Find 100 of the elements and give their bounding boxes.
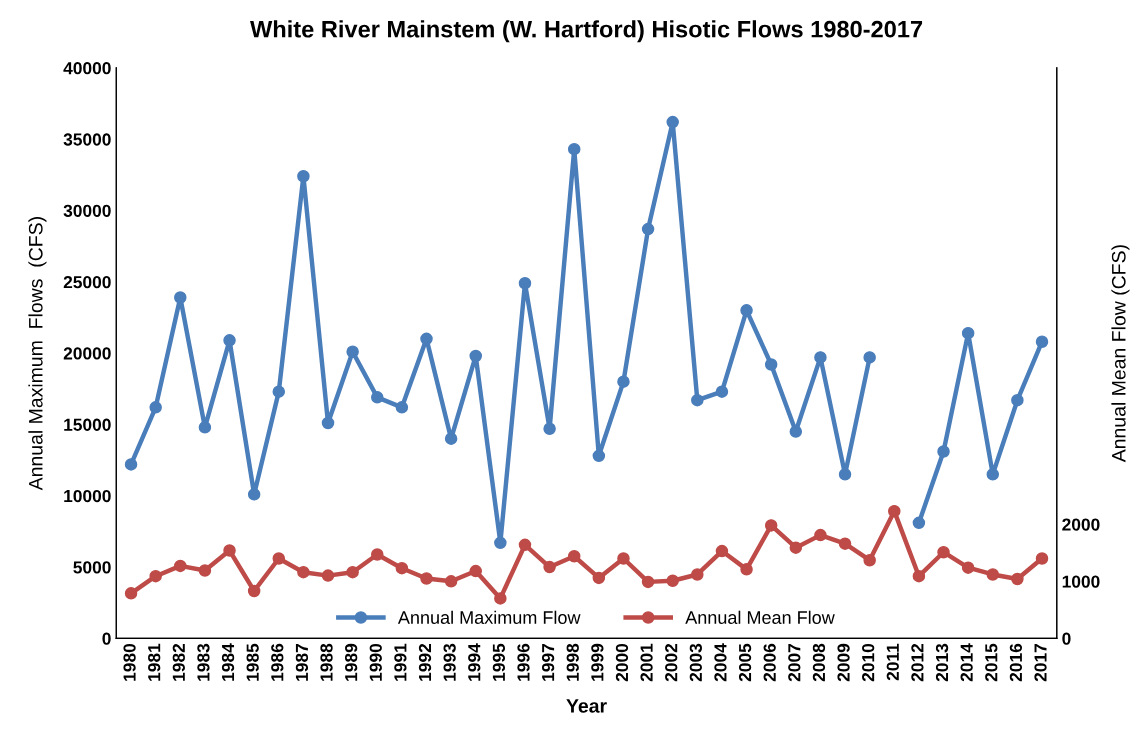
point <box>494 592 507 605</box>
x-tick-label: 2015 <box>985 643 998 682</box>
x-tick-label: 1993 <box>443 643 456 681</box>
point <box>617 375 630 388</box>
x-tick-label: 2013 <box>935 643 949 682</box>
point <box>346 345 359 358</box>
point <box>272 385 286 398</box>
point <box>223 544 236 557</box>
x-tick-label: 2003 <box>689 643 703 682</box>
point <box>937 445 950 458</box>
x-tick-label: 1996 <box>517 643 530 681</box>
x-tick-label: 1999 <box>591 643 604 681</box>
point <box>838 468 852 481</box>
y-tick-label: 20000 <box>63 347 111 360</box>
point <box>174 559 187 573</box>
point <box>641 222 655 236</box>
point <box>912 569 926 583</box>
x-tick-label: 2001 <box>640 643 653 682</box>
point <box>567 549 581 563</box>
x-tick-label: 2007 <box>788 643 801 682</box>
point <box>1035 335 1049 348</box>
point <box>321 416 335 430</box>
x-tick-label: 2012 <box>911 643 924 682</box>
point <box>297 170 310 183</box>
x-tick-label: 1985 <box>246 643 259 681</box>
point <box>789 425 803 438</box>
point <box>518 538 532 552</box>
x-tick-label: 1986 <box>271 643 284 681</box>
point <box>863 553 876 567</box>
x-tick-label: 1982 <box>172 643 185 681</box>
point <box>567 142 581 156</box>
point <box>888 504 901 518</box>
point <box>592 449 606 463</box>
point <box>666 115 679 129</box>
point <box>371 391 384 404</box>
point <box>764 519 778 532</box>
x-tick-label: 1981 <box>148 643 161 681</box>
y2-tick-label: 2000 <box>1062 518 1100 531</box>
x-tick-label: 1989 <box>345 643 358 681</box>
x-tick-label: 1987 <box>295 643 309 681</box>
legend-label: Annual Maximum Flow <box>397 610 581 624</box>
point <box>469 564 482 578</box>
point <box>691 568 704 581</box>
x-tick-label: 2014 <box>960 643 973 682</box>
x-tick-label: 2004 <box>714 643 727 682</box>
y-tick-label: 35000 <box>63 133 111 146</box>
point <box>124 587 138 600</box>
x-tick-label: 2005 <box>738 643 752 682</box>
x-tick-label: 2008 <box>812 643 826 682</box>
point <box>1011 572 1024 586</box>
point <box>543 560 556 574</box>
point <box>247 584 261 598</box>
x-tick-label: 1992 <box>418 643 432 681</box>
point <box>986 468 1000 481</box>
x-tick-label: 2006 <box>763 643 776 682</box>
x-tick-label: 2010 <box>862 643 875 682</box>
point <box>395 561 409 575</box>
point <box>863 351 876 364</box>
point <box>149 569 162 583</box>
y-tick-label: 10000 <box>64 489 111 503</box>
x-tick-label: 1980 <box>123 643 136 681</box>
x-tick-label: 2000 <box>615 643 629 682</box>
x-tick-label: 2017 <box>1034 643 1047 682</box>
point <box>198 421 212 434</box>
point <box>1011 393 1024 407</box>
point <box>149 401 162 414</box>
point <box>641 575 655 589</box>
point <box>223 334 236 347</box>
x-tick-label: 2002 <box>665 643 678 682</box>
y-tick-label: 30000 <box>63 204 111 217</box>
point <box>986 568 1000 581</box>
y-tick-label: 40000 <box>63 62 111 75</box>
legend-label: Annual Mean Flow <box>685 610 835 624</box>
point <box>321 569 335 582</box>
point <box>297 565 310 579</box>
point <box>543 422 556 435</box>
x-tick-label: 1988 <box>320 643 333 681</box>
y-tick-label: 15000 <box>64 418 111 431</box>
y2-axis-title: Annual Mean Flow (CFS) <box>1111 245 1130 463</box>
point <box>912 516 926 530</box>
point <box>961 561 975 574</box>
x-tick-label: 1984 <box>221 643 235 681</box>
point <box>838 537 852 550</box>
point <box>124 458 138 471</box>
y-axis-title: Annual Maximum Flows (CFS) <box>28 217 47 491</box>
y-tick-label: 5000 <box>73 561 111 574</box>
point <box>666 574 679 588</box>
point <box>961 326 975 340</box>
point <box>740 304 753 317</box>
point <box>814 528 827 542</box>
x-tick-label: 1998 <box>566 643 579 681</box>
x-tick-label: 1997 <box>541 643 555 681</box>
y-tick-label: 0 <box>102 632 111 645</box>
point <box>346 565 359 579</box>
point <box>814 351 827 364</box>
point <box>272 552 286 565</box>
x-tick-label: 1995 <box>492 643 506 681</box>
point <box>715 385 729 398</box>
x-tick-label: 2011 <box>886 643 899 681</box>
point <box>198 564 212 577</box>
